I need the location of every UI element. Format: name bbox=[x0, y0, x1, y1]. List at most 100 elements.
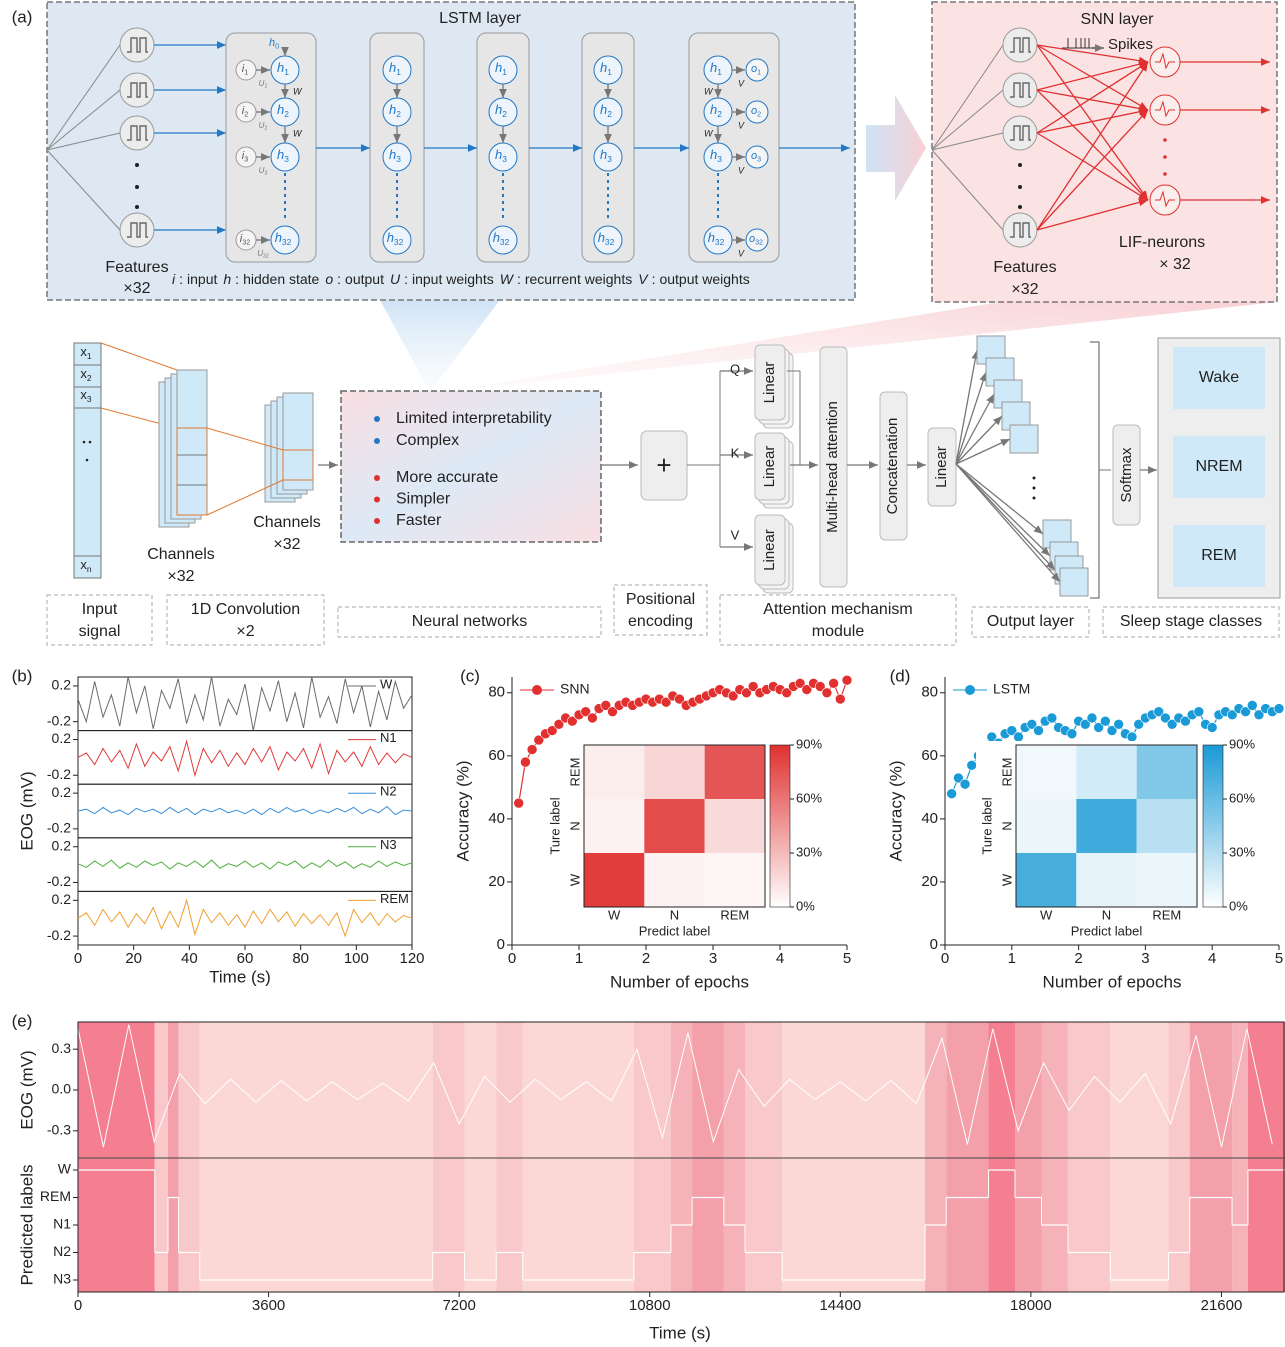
node-label: x2 bbox=[80, 366, 92, 383]
subscript: 2 bbox=[717, 109, 722, 119]
symbol: x bbox=[80, 557, 87, 572]
x-tick-label: 40 bbox=[181, 950, 198, 967]
heatmap-cell bbox=[704, 853, 765, 907]
label: LIF-neurons bbox=[1119, 234, 1205, 251]
colorbar bbox=[769, 744, 791, 908]
stage-shading bbox=[988, 1022, 1016, 1292]
label: Channels bbox=[147, 546, 215, 563]
heatmap-cell bbox=[644, 853, 705, 907]
arrow bbox=[1036, 61, 1149, 134]
node-label: o2 bbox=[751, 105, 761, 118]
subplot-frame bbox=[77, 730, 413, 785]
node-label: U32 bbox=[257, 249, 269, 260]
x-tick-label: 1 bbox=[1008, 950, 1016, 967]
heatmap-cell bbox=[1016, 853, 1077, 907]
colorbar-label: 60% bbox=[796, 790, 822, 805]
output-node bbox=[745, 145, 769, 169]
stage-shading bbox=[154, 1022, 168, 1292]
nn-box bbox=[340, 390, 602, 543]
subscript: 2 bbox=[264, 126, 267, 132]
label: V bbox=[738, 165, 745, 175]
x-tick-label: 3 bbox=[1141, 950, 1149, 967]
symbol: h bbox=[269, 37, 275, 49]
label: Linear bbox=[761, 362, 778, 404]
y-axis-label: Accuracy (%) bbox=[453, 760, 472, 861]
module-label: Neural networks bbox=[412, 613, 528, 630]
output-node bbox=[745, 228, 769, 252]
neuron-icon bbox=[1155, 190, 1175, 208]
node-label: o32 bbox=[749, 233, 763, 246]
bullet bbox=[374, 496, 380, 503]
x-tick-label: 120 bbox=[399, 950, 424, 967]
trace bbox=[77, 859, 413, 870]
connector bbox=[931, 44, 1004, 151]
node-label: h2 bbox=[600, 102, 612, 119]
accuracy-point bbox=[580, 706, 592, 717]
subscript: 1 bbox=[717, 67, 722, 77]
subscript: 32 bbox=[242, 238, 250, 246]
legend-separator: : bbox=[235, 271, 239, 287]
module-box bbox=[337, 606, 602, 638]
output-node bbox=[745, 58, 769, 82]
node-label: h3 bbox=[389, 147, 401, 164]
subscript: 32 bbox=[715, 237, 725, 247]
connector bbox=[46, 44, 121, 151]
pulse-icon bbox=[1010, 125, 1031, 141]
legend-line: i: input h: hidden state o: output U: input wei… bbox=[172, 271, 750, 287]
node-label: h32 bbox=[275, 230, 292, 247]
panel-label: (b) bbox=[12, 666, 33, 685]
x-tick-label: 18000 bbox=[1010, 1297, 1052, 1314]
dot bbox=[1032, 476, 1036, 480]
dot bbox=[135, 205, 139, 209]
label: Linear bbox=[933, 446, 950, 488]
subscript: 2 bbox=[607, 109, 612, 119]
heatmap-cell bbox=[704, 745, 765, 799]
accuracy-point bbox=[1013, 731, 1024, 743]
node-label: h32 bbox=[387, 230, 404, 247]
heatmap-cell bbox=[704, 799, 765, 853]
connector bbox=[46, 89, 121, 151]
x-tick-label: 60 bbox=[237, 950, 254, 967]
subscript: 2 bbox=[502, 109, 507, 119]
plot-frame bbox=[77, 1021, 1285, 1293]
legend-meaning: input weights bbox=[412, 271, 494, 287]
arrow bbox=[955, 415, 1003, 465]
y-tick-label: 0.2 bbox=[52, 891, 72, 907]
subscript: 1 bbox=[244, 68, 248, 76]
arrow bbox=[1036, 108, 1149, 134]
dot bbox=[1032, 486, 1036, 490]
dot bbox=[88, 440, 92, 444]
bullet bbox=[374, 416, 380, 422]
subplot-frame bbox=[77, 783, 413, 839]
symbol: h bbox=[389, 102, 396, 117]
heatmap-cell bbox=[584, 853, 645, 907]
hidden-node bbox=[593, 142, 623, 172]
arrow bbox=[1036, 61, 1149, 231]
x-axis-label: Time (s) bbox=[649, 1323, 711, 1342]
module-label: 1D Convolution bbox=[191, 601, 300, 618]
connector bbox=[100, 342, 178, 371]
accuracy-point bbox=[1066, 728, 1078, 740]
node-label: h3 bbox=[600, 147, 612, 164]
colorbar-label: 90% bbox=[1229, 736, 1255, 751]
subscript: 2 bbox=[757, 110, 761, 118]
heatmap-frame bbox=[1015, 744, 1198, 908]
attention-box bbox=[819, 346, 848, 588]
label: W bbox=[704, 128, 714, 138]
channel-map bbox=[282, 392, 314, 491]
node-label: h2 bbox=[495, 102, 507, 119]
y-tick-label: 0 bbox=[497, 936, 505, 953]
legend-separator: : bbox=[652, 271, 656, 287]
x-tick-label: 0 bbox=[74, 950, 82, 967]
symbol: U bbox=[259, 166, 265, 175]
stage-shading bbox=[1189, 1022, 1233, 1292]
label: Features bbox=[105, 259, 168, 276]
subscript: 32 bbox=[755, 238, 763, 246]
subscript: 2 bbox=[87, 373, 92, 383]
x-tick-label: 5 bbox=[1275, 950, 1283, 967]
label: Faster bbox=[396, 512, 442, 529]
label: Softmax bbox=[1118, 447, 1135, 503]
module-label: Output layer bbox=[987, 613, 1075, 630]
linear-box bbox=[927, 427, 957, 507]
symbol: i bbox=[242, 63, 245, 75]
